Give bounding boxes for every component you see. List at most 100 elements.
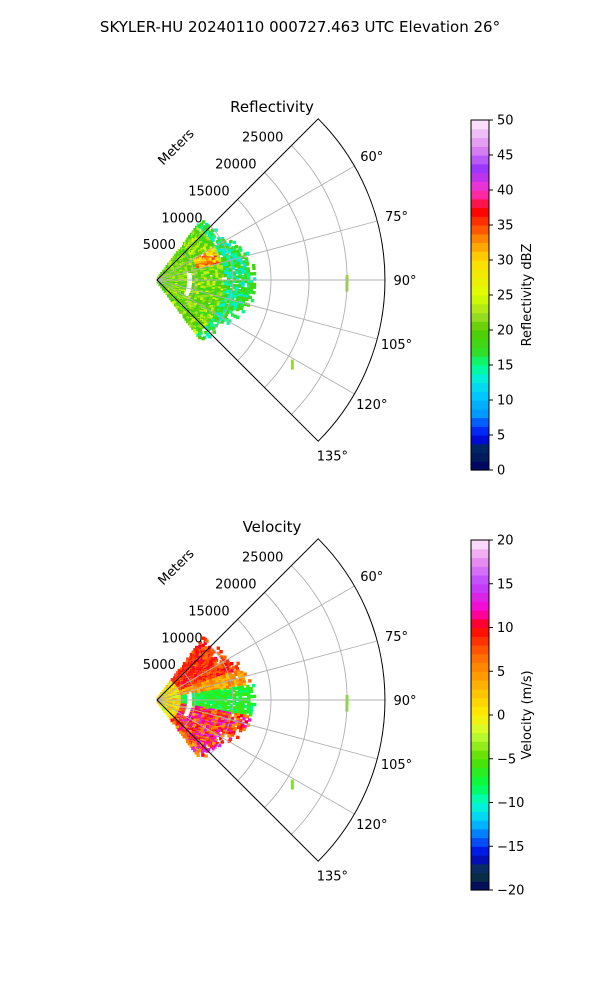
echo-gate [244, 720, 248, 724]
colorbar-segment [471, 802, 489, 812]
echo-gate [240, 268, 245, 272]
echo-gate [230, 313, 235, 317]
echo-gate [226, 275, 231, 280]
echo-gate [224, 258, 228, 262]
echo-gate [227, 306, 231, 311]
echo-gate [232, 699, 237, 704]
echo-gate [225, 265, 230, 270]
echo-gate [235, 690, 239, 695]
echo-gate [226, 701, 231, 705]
echo-gate [239, 678, 243, 682]
velocity-colorbar: −20 −15 −10 −5 0 5 10 15 20 [470, 534, 524, 899]
echo-gate [229, 674, 233, 678]
colorbar-tick-label: −5 [497, 752, 516, 767]
echo-gate [237, 709, 242, 713]
echo-gate [220, 677, 225, 681]
echo-gate [241, 301, 245, 306]
echo-gate [207, 243, 211, 247]
echo-gate [235, 268, 239, 273]
colorbar-tick-label: 0 [497, 464, 505, 479]
echo-gate [195, 281, 199, 285]
echo-gate [245, 262, 250, 266]
echo-gate [229, 730, 233, 734]
echo-gate [220, 315, 224, 319]
echo-gate [227, 716, 232, 720]
echo-gate [248, 679, 252, 683]
colorbar-tick-label: 10 [497, 394, 514, 409]
echo-gate [211, 307, 215, 312]
colorbar-segment [471, 662, 489, 672]
echo-gate [182, 735, 186, 739]
echo-gate [237, 268, 242, 272]
echo-gate [192, 748, 197, 753]
echo-gate [225, 261, 229, 266]
range-tick-label: 10000 [161, 211, 202, 226]
echo-gate [226, 308, 230, 313]
echo-gate [238, 697, 242, 701]
echo-gate [242, 727, 246, 731]
echo-gate [235, 270, 239, 275]
echo-gate [236, 735, 240, 740]
colorbar-segment [471, 627, 489, 637]
echo-gate [223, 686, 227, 690]
echo-gate [229, 287, 233, 292]
echo-gate [204, 326, 209, 330]
echo-gate [223, 270, 227, 274]
echo-gate [194, 703, 199, 707]
echo-gate [246, 684, 250, 689]
echo-gate [227, 681, 232, 685]
echo-gate [190, 289, 195, 293]
echo-gate [226, 281, 231, 285]
echo-gate [243, 690, 248, 694]
echo-gate [227, 250, 231, 254]
echo-gate [236, 681, 241, 685]
echo-gate [226, 283, 231, 287]
echo-gate [221, 726, 225, 730]
colorbar-segment [471, 575, 489, 585]
echo-gate [197, 680, 201, 685]
echo-gate [234, 304, 238, 309]
echo-gate [229, 310, 233, 314]
echo-gate [234, 710, 239, 715]
echo-gate [241, 277, 245, 281]
colorbar-tick-label: −15 [497, 840, 524, 855]
echo-gate [223, 247, 227, 251]
echo-gate [233, 726, 237, 731]
colorbar-segment [471, 408, 489, 419]
echo-gate [225, 685, 230, 690]
echo-gate [221, 283, 225, 287]
echo-gate [226, 300, 231, 304]
colorbar-segment [471, 417, 489, 427]
echo-gate [201, 753, 205, 757]
echo-gate [206, 273, 210, 277]
echo-gate [237, 725, 241, 730]
echo-gate [220, 690, 225, 694]
echo-gate [212, 304, 216, 309]
echo-gate [236, 307, 240, 312]
colorbar-segment [471, 785, 489, 795]
echo-gate [224, 701, 228, 705]
colorbar-segment [471, 365, 489, 375]
echo-gate [235, 693, 239, 697]
echo-gate [205, 660, 209, 664]
echo-gate [238, 699, 242, 704]
echo-gate [210, 652, 214, 656]
echo-gate [203, 253, 207, 257]
echo-gate [198, 335, 202, 340]
echo-gate [241, 690, 245, 694]
echo-gate [249, 287, 253, 292]
echo-gate [205, 725, 210, 729]
echo-gate [172, 721, 176, 725]
echo-gate [220, 735, 224, 739]
echo-gate [243, 287, 248, 291]
echo-gate [234, 686, 239, 690]
echo-gate [228, 263, 232, 267]
echo-gate [229, 705, 233, 710]
range-tick-label: 15000 [188, 184, 229, 199]
echo-gate [214, 658, 219, 662]
echo-gate [195, 662, 200, 666]
echo-gate [247, 692, 251, 696]
echo-gate [247, 285, 251, 289]
echo-gate [244, 280, 248, 284]
echo-gate [221, 718, 225, 722]
